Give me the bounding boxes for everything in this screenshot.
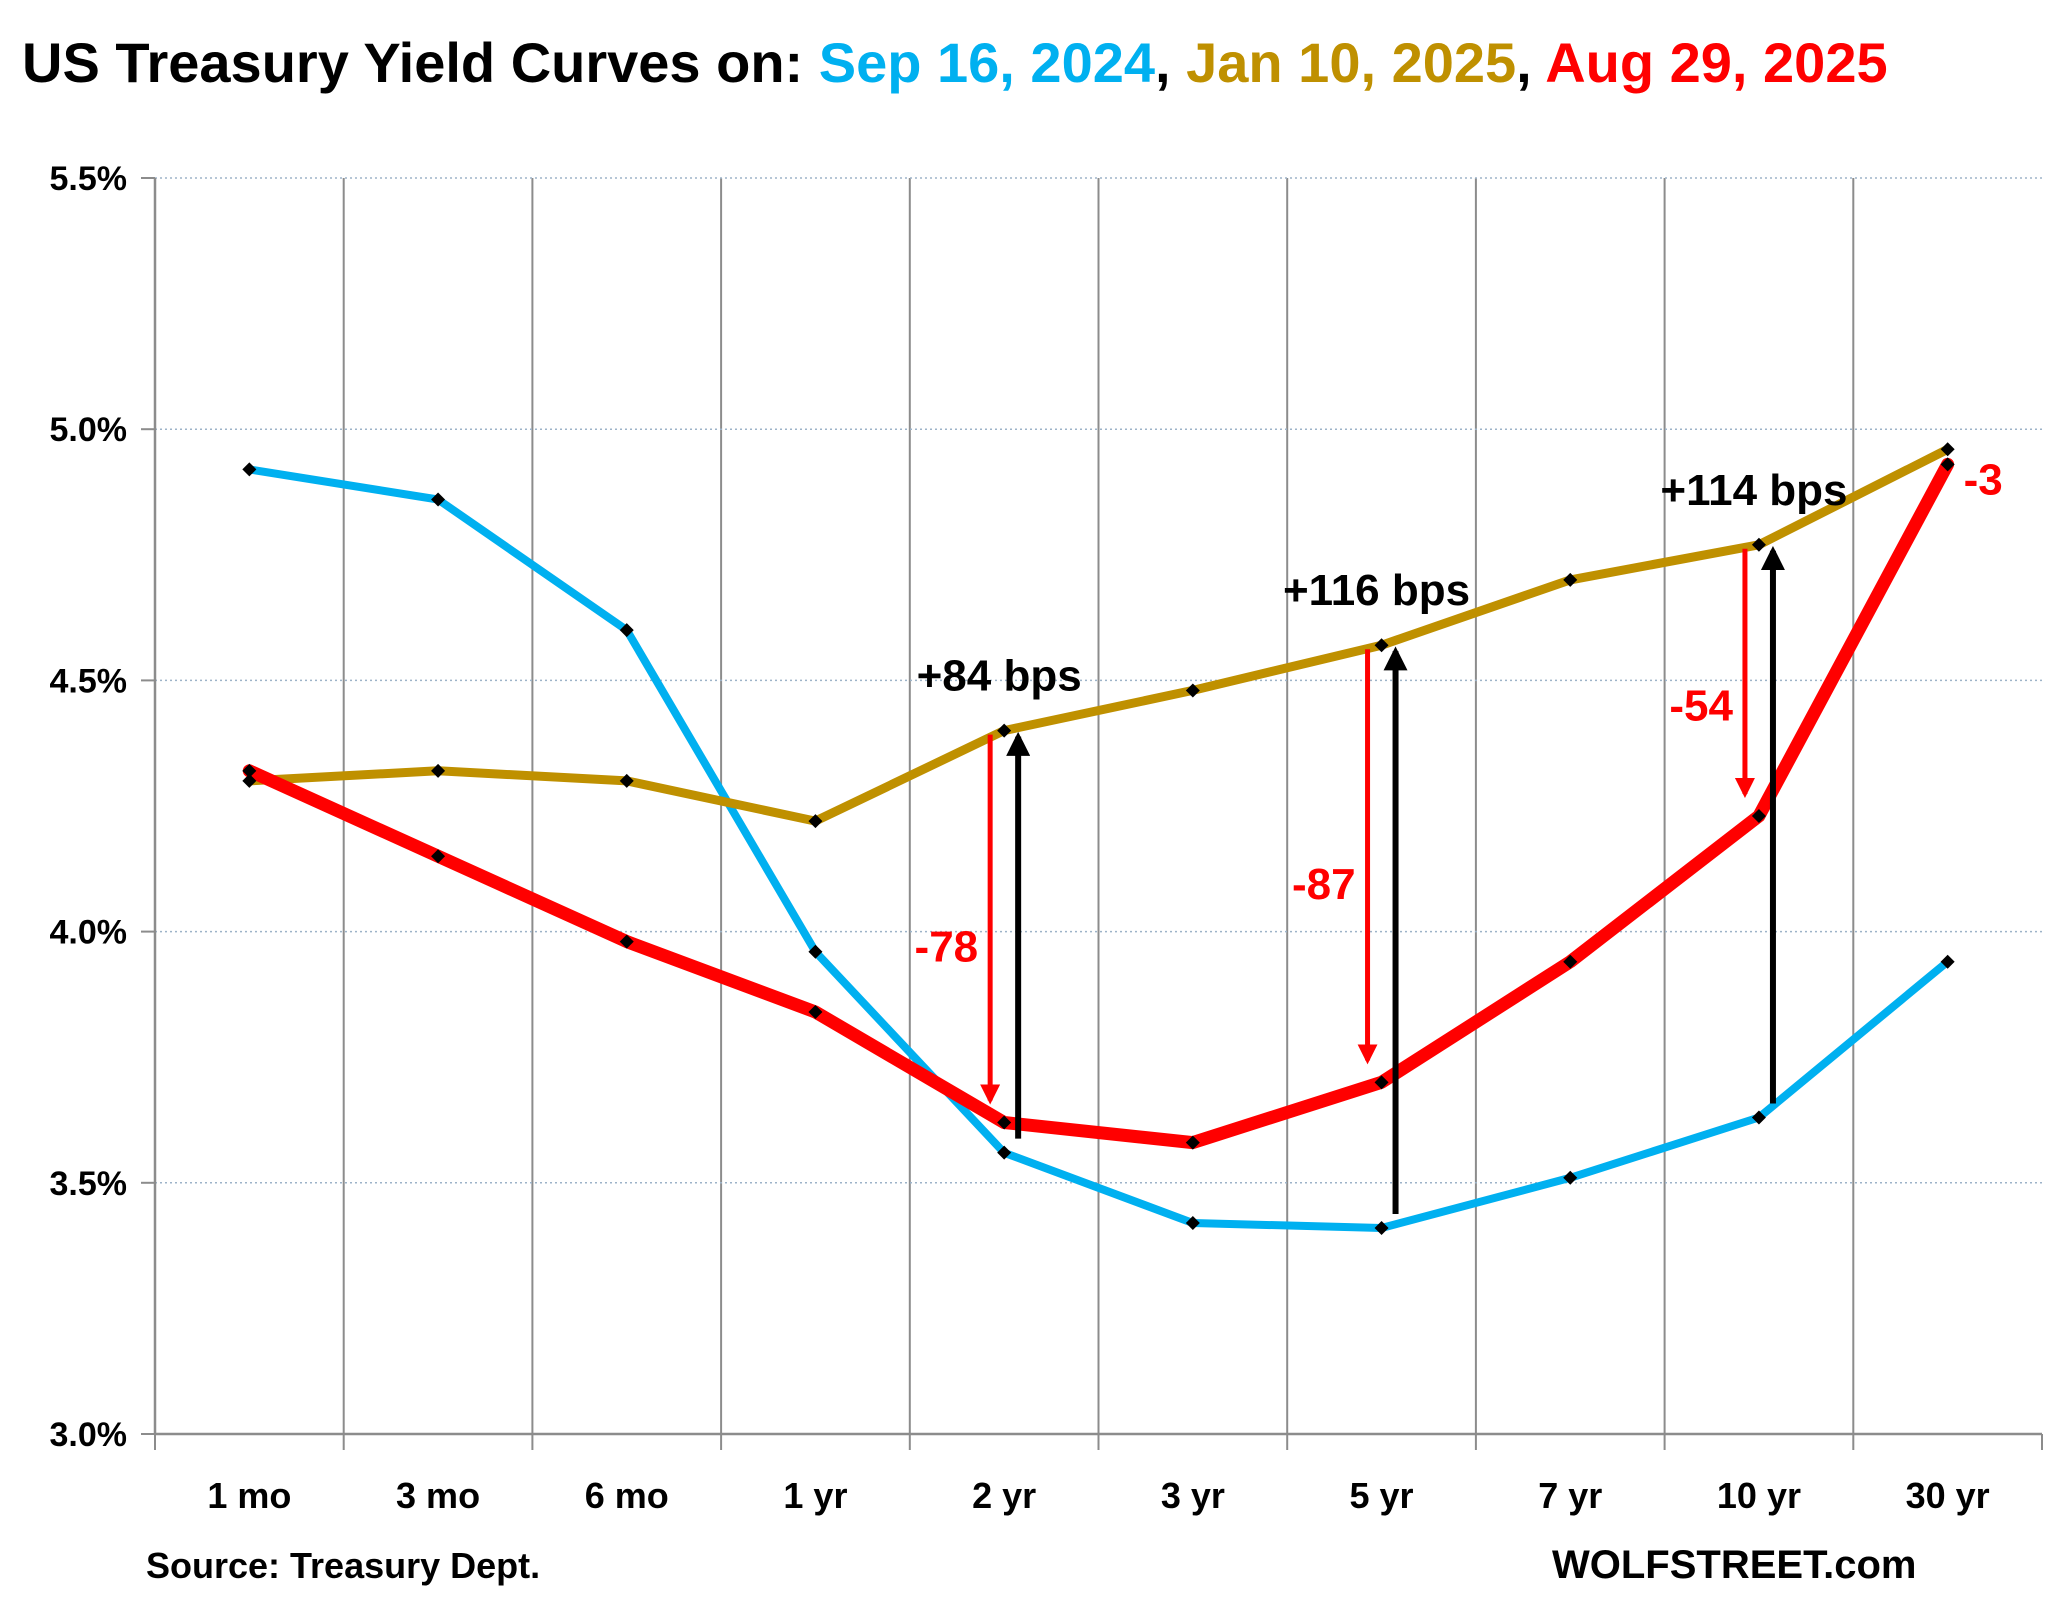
data-point-marker [1185,1215,1200,1230]
data-point-marker [1374,1221,1389,1236]
series-line [245,465,1952,1232]
x-tick-label: 7 yr [1538,1475,1602,1516]
data-point-marker [808,1004,823,1019]
x-tick-label: 1 mo [207,1475,291,1516]
increase-label: +116 bps [1283,566,1470,615]
data-point-marker [619,623,634,638]
annotation-layer: +84 bps +116 bps +114 bps -78 -87 -54 -3 [915,455,2003,1215]
x-tick-label: 10 yr [1717,1475,1801,1516]
data-point-marker [1751,1110,1766,1125]
y-tick-label: 5.0% [50,411,128,449]
decrease-label: -54 [1669,681,1733,730]
y-tick-label: 4.5% [50,662,128,700]
data-point-marker [1185,683,1200,698]
y-tick-label: 3.0% [50,1416,128,1454]
chart-title-series-1: Sep 16, 2024 [819,31,1155,94]
axis-layer: 3.0% 3.5% 4.0% 4.5% 5.0% 5.5% 1 mo 3 mo 6 mo 1 yr… [50,160,2043,1516]
data-point-marker [1751,809,1766,824]
data-point-marker [997,1115,1012,1130]
data-point-marker [431,492,446,507]
series-line [244,444,1953,826]
data-point-marker [242,763,257,778]
data-point-marker [1185,1135,1200,1150]
data-point-marker [1940,457,1955,472]
data-point-marker [1563,572,1578,587]
increase-label: +114 bps [1660,466,1847,515]
data-point-marker [242,462,257,477]
data-point-marker [997,1145,1012,1160]
data-point-marker [1940,954,1955,969]
chart-title-series-3: Aug 29, 2025 [1545,31,1887,94]
data-point-marker [808,944,823,959]
decrease-label: -78 [915,923,979,972]
y-tick-label: 3.5% [50,1165,128,1203]
x-tick-label: 1 yr [783,1475,847,1516]
chart-title-separator-1: , [1155,31,1186,94]
data-point-marker [1374,1075,1389,1090]
data-point-marker [1940,442,1955,457]
increase-label: +84 bps [917,652,1082,701]
data-point-marker [431,849,446,864]
series-group [245,465,1952,1232]
data-point-marker [1563,954,1578,969]
y-tick-label: 4.0% [50,914,128,952]
x-tick-label: 3 mo [396,1475,480,1516]
x-tick-label: 2 yr [972,1475,1036,1516]
series-line [242,457,1955,1150]
series-group [242,457,1955,1150]
data-point-marker [619,773,634,788]
decrease-label: -3 [1964,455,2003,504]
source-note: Source: Treasury Dept. [146,1545,540,1586]
data-point-marker [619,934,634,949]
x-tick-label: 30 yr [1906,1475,1990,1516]
data-point-marker [808,814,823,829]
chart-title-series-2: Jan 10, 2025 [1186,31,1516,94]
x-tick-label: 3 yr [1161,1475,1225,1516]
chart-title: US Treasury Yield Curves on: Sep 16, 202… [22,31,1888,94]
series-layer [242,442,1955,1236]
x-tick-label: 5 yr [1350,1475,1414,1516]
x-tick-label: 6 mo [585,1475,669,1516]
chart-title-separator-2: , [1516,31,1545,94]
data-point-marker [242,773,257,788]
decrease-label: -87 [1292,860,1356,909]
data-point-marker [1563,1170,1578,1185]
series-group [244,444,1953,826]
credit-note: WOLFSTREET.com [1552,1543,1916,1587]
y-tick-label: 5.5% [50,160,128,198]
chart-title-prefix: US Treasury Yield Curves on: [22,31,819,94]
data-point-marker [431,763,446,778]
grid-layer [155,177,2042,1434]
